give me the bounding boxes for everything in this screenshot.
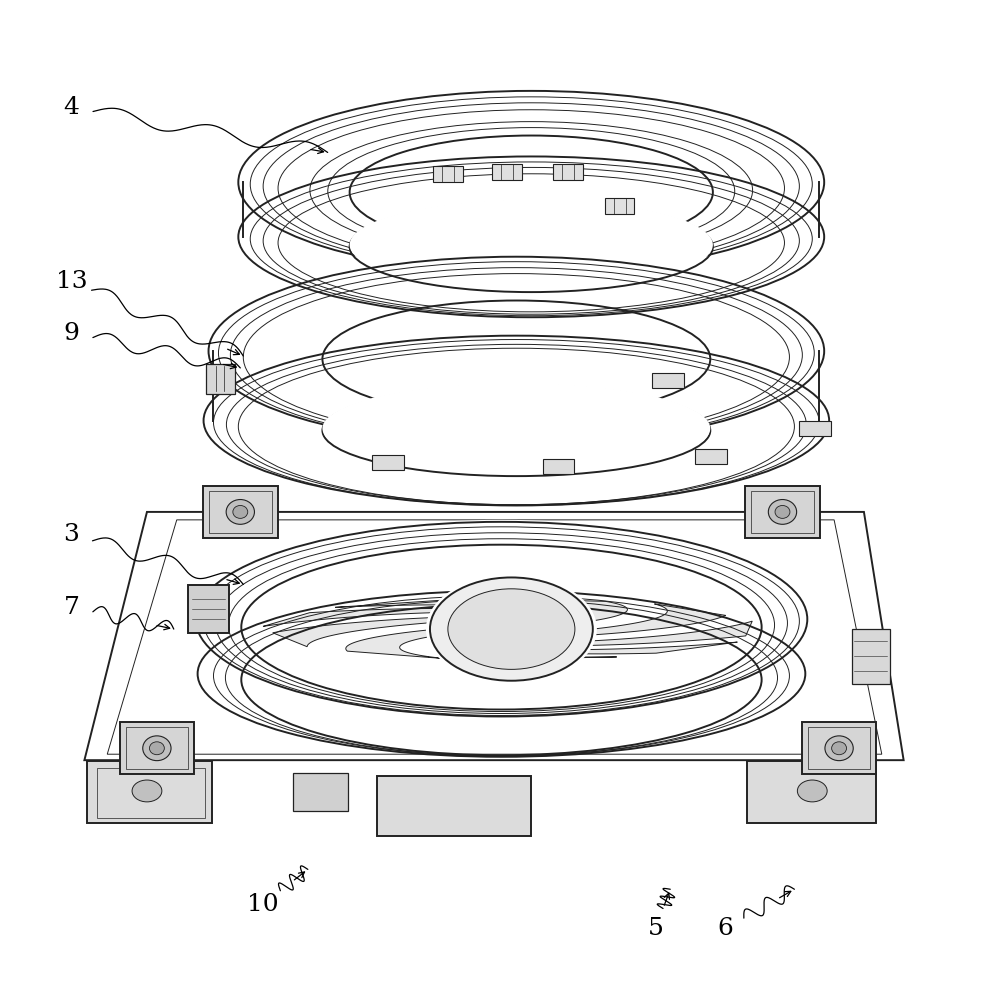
Text: 5: 5 (647, 917, 663, 940)
Ellipse shape (150, 742, 165, 755)
Ellipse shape (448, 589, 575, 669)
Text: 6: 6 (717, 917, 733, 940)
Polygon shape (273, 617, 447, 647)
Ellipse shape (776, 505, 790, 518)
Bar (125, 727, 189, 769)
Ellipse shape (825, 736, 853, 761)
Text: 7: 7 (64, 596, 79, 619)
Bar (188, 585, 229, 633)
Bar (553, 164, 583, 180)
Ellipse shape (226, 500, 254, 524)
Bar (203, 486, 277, 538)
Ellipse shape (209, 257, 824, 445)
Bar (206, 364, 235, 394)
Bar (798, 421, 830, 436)
Polygon shape (589, 604, 726, 635)
Bar (119, 722, 195, 774)
Bar (542, 459, 574, 474)
Polygon shape (554, 621, 753, 646)
Bar (492, 164, 521, 180)
Bar (209, 491, 271, 533)
Bar (652, 373, 684, 388)
Bar (745, 486, 820, 538)
Ellipse shape (350, 199, 713, 290)
Text: 13: 13 (56, 270, 87, 293)
Ellipse shape (350, 136, 713, 249)
Ellipse shape (797, 780, 827, 802)
Bar (747, 761, 876, 823)
Ellipse shape (238, 91, 824, 274)
Bar (605, 198, 635, 214)
Bar (695, 449, 727, 464)
Bar (87, 761, 212, 823)
Bar (808, 727, 871, 769)
Polygon shape (346, 630, 447, 659)
Polygon shape (500, 642, 738, 654)
Polygon shape (490, 598, 628, 622)
Text: 9: 9 (64, 322, 79, 345)
Text: 3: 3 (64, 523, 79, 546)
Bar (852, 629, 890, 684)
Polygon shape (335, 600, 550, 612)
Text: 10: 10 (247, 893, 279, 916)
Bar (377, 776, 531, 836)
Ellipse shape (831, 742, 846, 755)
Ellipse shape (769, 500, 796, 524)
Bar (433, 166, 463, 182)
Polygon shape (263, 608, 495, 626)
Polygon shape (84, 512, 904, 760)
Ellipse shape (132, 780, 162, 802)
Ellipse shape (232, 505, 247, 518)
Bar (752, 491, 814, 533)
Polygon shape (438, 642, 617, 659)
Ellipse shape (143, 736, 171, 761)
Ellipse shape (430, 577, 593, 681)
Ellipse shape (194, 520, 809, 718)
Ellipse shape (426, 575, 597, 683)
Ellipse shape (323, 383, 710, 474)
Text: 4: 4 (64, 96, 79, 119)
Bar (372, 455, 404, 470)
Bar (802, 722, 876, 774)
Bar (97, 768, 205, 818)
Bar (293, 773, 348, 811)
